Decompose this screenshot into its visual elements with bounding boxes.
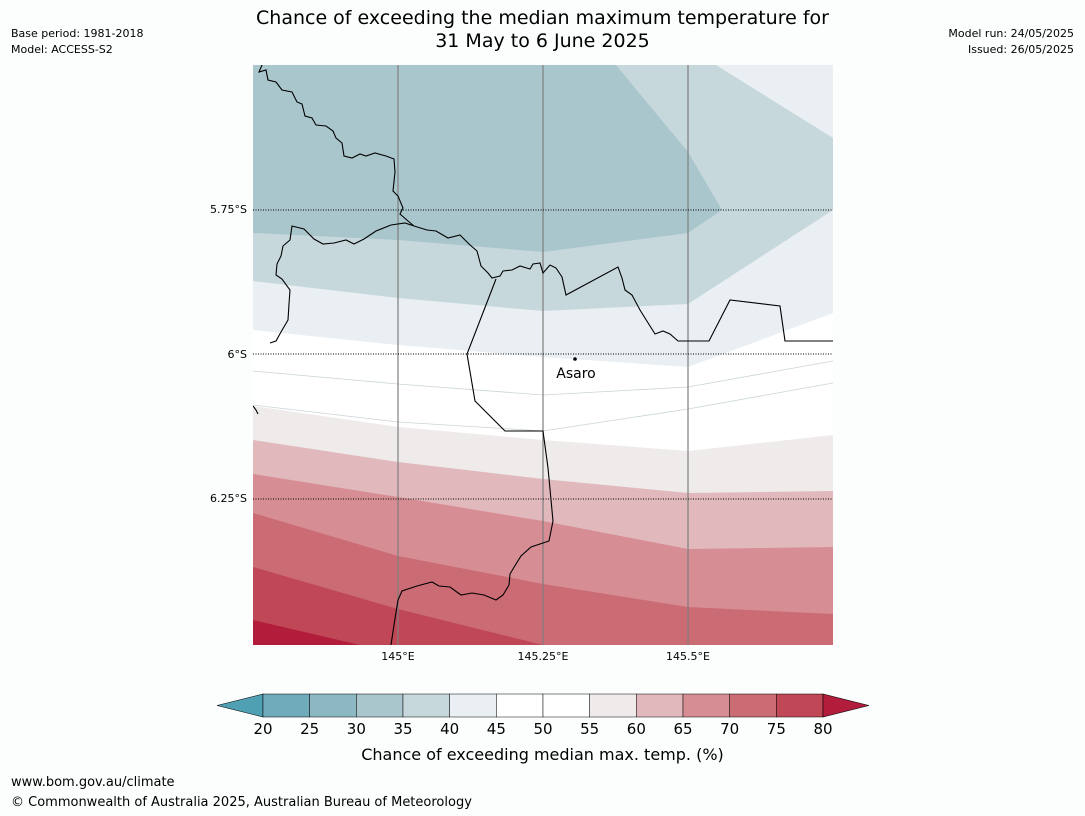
lon-label-145: 145°E (381, 650, 414, 663)
asaro-dot (573, 357, 577, 361)
model-run-text: Model run: 24/05/2025 (948, 27, 1074, 40)
lat-label-6: 6°S (228, 348, 247, 361)
boundary-central (413, 225, 833, 342)
colorbar-tick-label: 80 (813, 720, 833, 738)
map-title-line-2: 31 May to 6 June 2025 (435, 30, 650, 52)
colorbar-under-arrow (216, 693, 264, 718)
colorbar-over-arrow (822, 693, 870, 718)
province-boundaries (253, 65, 833, 645)
band-75-80 (253, 567, 543, 645)
colorbar-tick-label: 50 (533, 720, 553, 738)
colorbar-segment (402, 693, 450, 718)
colorbar-tick-label: 25 (300, 720, 320, 738)
base-period-text: Base period: 1981-2018 (11, 27, 144, 40)
boundary-west-stub (253, 405, 259, 415)
colorbar-tick-label: 40 (440, 720, 460, 738)
colorbar-segment (356, 693, 404, 718)
colorbar-tick-label: 35 (393, 720, 413, 738)
map-title-line-1: Chance of exceeding the median maximum t… (256, 7, 829, 29)
copyright-text: © Commonwealth of Australia 2025, Austra… (11, 795, 472, 810)
lon-label-145-5: 145.5°E (666, 650, 710, 663)
colorbar-tick-label: 70 (720, 720, 740, 738)
colorbar-segment (262, 693, 310, 718)
website-url[interactable]: www.bom.gov.au/climate (11, 775, 175, 790)
colorbar-tick-label: 55 (580, 720, 600, 738)
colorbar-segment (776, 693, 824, 718)
lat-label-6-25: 6.25°S (210, 492, 247, 505)
colorbar-segment (729, 693, 777, 718)
colorbar-segment (682, 693, 730, 718)
colorbar-tick-label: 45 (486, 720, 506, 738)
colorbar-tick-label: 20 (253, 720, 273, 738)
asaro-label: Asaro (556, 366, 595, 382)
colorbar-segment (309, 693, 357, 718)
colorbar-tick-label: 75 (766, 720, 786, 738)
colorbar-segment (449, 693, 497, 718)
colorbar-segment (542, 693, 590, 718)
colorbar-segment (589, 693, 637, 718)
band-above-80 (253, 620, 360, 645)
colorbar-tick-label: 30 (346, 720, 366, 738)
colorbar-title: Chance of exceeding median max. temp. (%… (361, 745, 724, 764)
colorbar (216, 693, 870, 718)
lon-label-145-25: 145.25°E (518, 650, 569, 663)
boundary-inner (390, 278, 554, 645)
model-name-text: Model: ACCESS-S2 (11, 43, 113, 56)
lat-label-5-75: 5.75°S (210, 203, 247, 216)
colorbar-segment (636, 693, 684, 718)
colorbar-tick-label: 60 (626, 720, 646, 738)
boundary-north (258, 65, 415, 344)
issued-date-text: Issued: 26/05/2025 (967, 43, 1074, 56)
band-30-35 (253, 65, 722, 252)
colorbar-tick-label: 65 (673, 720, 693, 738)
colorbar-segment (496, 693, 544, 718)
